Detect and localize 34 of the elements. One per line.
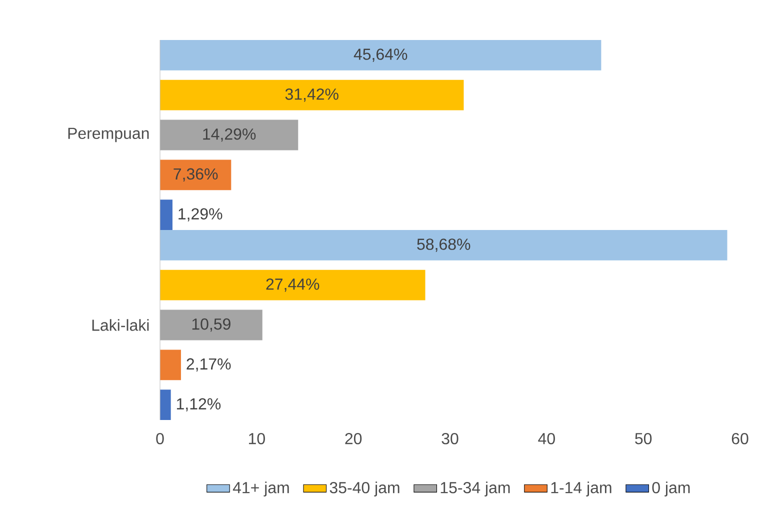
data-label: 1,29% [178, 208, 222, 222]
bar [160, 350, 181, 380]
x-tick-label: 40 [538, 432, 555, 444]
data-label: 14,29% [203, 128, 256, 142]
data-label: 2,17% [186, 358, 231, 372]
x-tick-label: 20 [345, 432, 362, 444]
x-tick-label: 60 [732, 432, 748, 444]
legend-label: 35-40 jam [330, 482, 400, 496]
y-tick-label: Laki-laki [92, 319, 149, 331]
x-tick-label: 10 [248, 432, 265, 444]
legend-label: 0 jam [652, 482, 690, 496]
data-label: 58,68% [417, 238, 470, 252]
data-label: 7,36% [174, 168, 218, 182]
legend-label: 41+ jam [232, 482, 289, 496]
legend-label: 1-14 jam [551, 482, 612, 496]
bar [160, 40, 602, 70]
bar [160, 390, 171, 420]
x-tick-label: 0 [156, 432, 164, 444]
bar [160, 310, 262, 340]
bar [160, 270, 426, 300]
data-label: 1,12% [176, 398, 221, 412]
y-tick-label: Perempuan [68, 128, 149, 142]
data-label: 45,64% [354, 48, 408, 62]
bar [160, 120, 298, 150]
bar [160, 200, 172, 230]
x-tick-label: 50 [635, 432, 652, 444]
bar [160, 160, 232, 190]
x-tick-label: 30 [442, 432, 458, 444]
data-label: 27,44% [266, 278, 320, 292]
data-label: 10,59 [192, 318, 230, 332]
data-label: 31,42% [285, 88, 338, 102]
bar [160, 230, 728, 260]
bar [160, 80, 464, 110]
legend-label: 15-34 jam [440, 482, 510, 496]
